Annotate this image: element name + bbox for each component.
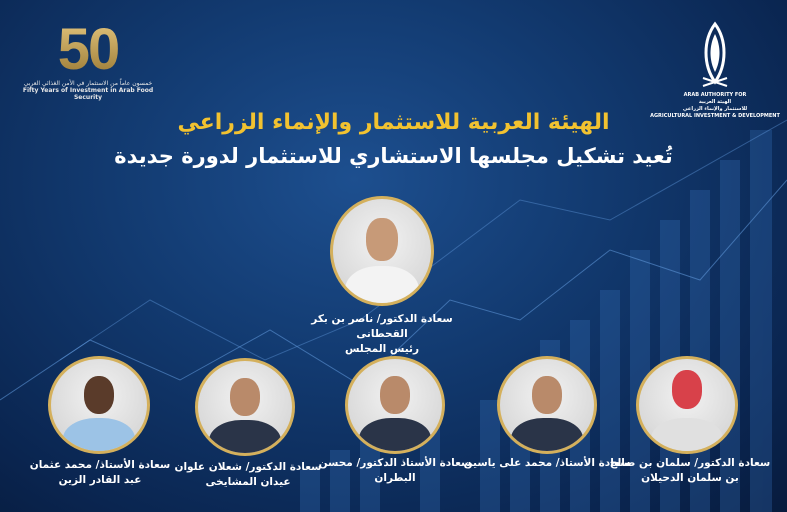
member-name: سعادة الأستاذ/ محمد عثمان عبد القادر الز… <box>15 458 185 488</box>
logo-en-bottom: AGRICULTURAL INVESTMENT & DEVELOPMENT <box>650 113 780 119</box>
chairman-portrait <box>330 196 434 306</box>
page-subtitle: تُعيد تشكيل مجلسها الاستشاري للاستثمار ل… <box>114 144 673 168</box>
page-title: الهيئة العربية للاستثمار والإنماء الزراع… <box>177 110 610 135</box>
logo-number: 50 <box>18 21 158 79</box>
member-name: سعادة الأستاذ الدكتور/ محسن البطران <box>305 456 485 486</box>
member-name-line1: سعادة الأستاذ/ محمد على ياسين <box>463 457 631 469</box>
member-name: سعادة الدكتور/ سلمان بن صالح بن سلمان ال… <box>605 456 775 486</box>
member-name-line2: عبد القادر الزين <box>58 474 142 486</box>
chairman-line1: سعادة الدكتور/ ناصر بن بكر القحطانى <box>311 313 453 340</box>
member-name-line1: سعادة الدكتور/ سلمان بن صالح <box>609 457 771 469</box>
wheat-icon <box>702 21 728 87</box>
member-name-line1: سعادة الدكتور/ شعلان علوان <box>174 461 322 473</box>
logo-ar-bottom: للاستثمار والإنماء الزراعي <box>682 106 748 112</box>
logo-arabic-tagline: خمسون عاماً من الاستثمار في الأمن الغذائ… <box>23 80 153 87</box>
logo-ar-top: الهيئة العربية <box>698 99 732 105</box>
member-name-line2: عيدان المشايخى <box>205 476 291 488</box>
member-portrait <box>497 356 597 454</box>
member-portrait <box>636 356 738 454</box>
member-portrait <box>48 356 150 454</box>
member-name-line2: بن سلمان الدحيلان <box>641 472 739 484</box>
aaaid-logo: ARAB AUTHORITY FOR الهيئة العربية للاستث… <box>650 20 780 120</box>
chairman-name: سعادة الدكتور/ ناصر بن بكر القحطانى رئيس… <box>297 312 467 357</box>
member-portrait <box>345 356 445 454</box>
member-name: سعادة الأستاذ/ محمد على ياسين <box>462 456 632 471</box>
fifty-years-logo: 50 خمسون عاماً من الاستثمار في الأمن الغ… <box>18 21 158 102</box>
member-name: سعادة الدكتور/ شعلان علوان عيدان المشايخ… <box>163 460 333 490</box>
member-portrait <box>195 358 295 456</box>
member-name-line1: سعادة الأستاذ الدكتور/ محسن البطران <box>318 457 472 484</box>
logo-english-tagline: Fifty Years of Investment in Arab Food S… <box>22 87 154 101</box>
member-name-line1: سعادة الأستاذ/ محمد عثمان <box>29 459 171 471</box>
chairman-title: رئيس المجلس <box>344 343 420 355</box>
logo-en-top: ARAB AUTHORITY FOR <box>683 92 747 98</box>
